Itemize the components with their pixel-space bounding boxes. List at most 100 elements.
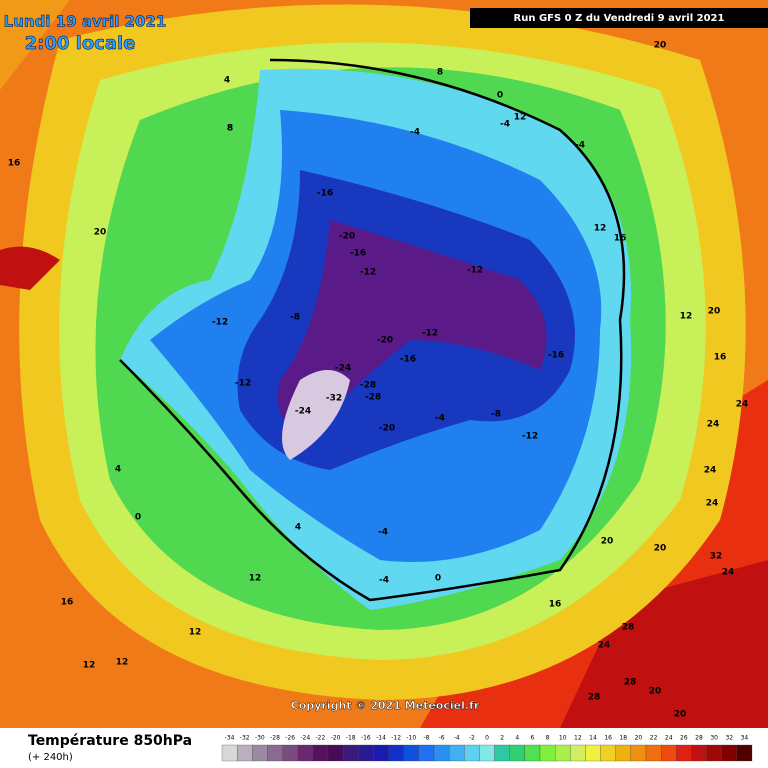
contour-label: -4 [435,414,445,424]
local-time: 2:00 locale [25,33,136,54]
contour-label: 20 [674,710,687,720]
scale-label: -32 [240,735,250,742]
contour-label: 28 [622,623,635,633]
contour-label: 28 [588,693,601,703]
hot-area [560,560,768,728]
scale-label: -16 [361,735,371,742]
contour-label: 4 [224,76,230,86]
zero-isotherm [119,58,626,602]
contour-label: 8 [227,124,233,134]
color-scale: -34 -32 -30 -28 -26 -24 -22 -20 -18 -16 -14 -12 -10-… [221,735,753,762]
scale-swatch [358,744,374,762]
scale-swatch [433,744,450,762]
scale-label: 6 [531,735,535,742]
scale-label: -26 [285,735,295,742]
contour-label: -16 [400,355,416,365]
contour-label: -20 [377,336,393,346]
scale-swatch [479,744,495,762]
scale-swatch [342,744,359,762]
contour-label: 20 [94,228,107,238]
scale-swatch [494,744,510,762]
scale-swatch [373,744,389,762]
contour-label: 16 [714,353,727,363]
scale-swatch [585,744,601,762]
contour-label: 24 [706,499,719,509]
scale-swatch [448,744,465,762]
scale-label: 32 [725,735,733,742]
contour-label: -20 [339,232,355,242]
scale-label: -6 [439,735,445,742]
run-info: Run GFS 0 Z du Vendredi 9 avril 2021 [514,13,725,24]
scale-label: 28 [695,735,703,742]
contour-label: 24 [736,400,749,410]
warm-patch [0,246,60,290]
scale-swatch [509,744,526,762]
contour-labels: 16 20 20 12 4 8 8 0 -4 -4 -4 12 16 -16 -20 -16 -12 -12 -8 -… [8,41,749,720]
contour-label: 16 [61,598,74,608]
contour-label: 28 [624,678,637,688]
contour-label: 24 [722,568,735,578]
scale-label: 30 [710,735,718,742]
contour-label: -12 [422,329,438,339]
scale-label: 22 [650,735,658,742]
contour-label: -4 [378,528,388,538]
scale-label: -28 [270,735,280,742]
contour-label: -4 [379,576,389,586]
contour-label: -8 [290,313,300,323]
scale-swatch [418,744,435,762]
field-corner [0,0,70,90]
scale-label: 14 [589,735,597,742]
scale-label: 18 [619,735,627,742]
contour-label: 16 [549,600,562,610]
coldest-field [282,370,350,460]
contour-label: -8 [491,410,501,420]
scale-label: 16 [604,735,612,742]
contour-label: -12 [360,268,376,278]
contour-label: 20 [601,537,614,547]
contour-label: 24 [704,466,717,476]
scale-swatch [464,744,480,762]
contour-label: 12 [594,224,607,234]
scale-label: -14 [376,735,386,742]
contour-label: 24 [707,420,720,430]
contour-label: -12 [235,379,251,389]
contour-label: -16 [317,189,333,199]
contour-label: 16 [8,159,21,169]
contour-label: 12 [83,661,96,671]
scale-swatch [600,744,616,762]
contour-label: 0 [135,513,141,523]
scale-swatch [388,744,404,762]
scale-label: -30 [255,735,265,742]
lead-time: (+ 240h) [28,752,73,763]
scale-swatch [615,744,632,762]
scale-swatch [524,744,541,762]
contour-label: -12 [212,318,228,328]
scale-swatch [236,744,253,762]
valid-date: Lundi 19 avril 2021 [4,13,167,31]
contour-label: 20 [649,687,662,697]
scale-label: 2 [500,735,504,742]
scale-swatch [312,744,329,762]
field-title: Température 850hPa [28,733,192,749]
scale-label: 8 [546,735,550,742]
scale-swatch [267,744,283,762]
scale-label: 34 [741,735,749,742]
scale-swatch [706,744,722,762]
scale-label: 10 [559,735,567,742]
contour-label: -24 [335,364,351,374]
scale-swatch [539,744,556,762]
contour-label: -24 [295,407,311,417]
contour-label: 20 [654,41,667,51]
copyright: Copyright © 2021 Meteociel.fr [291,699,480,712]
scale-swatch [554,744,571,762]
contour-label: -12 [522,432,538,442]
scale-swatch [630,744,647,762]
scale-swatch [221,744,238,762]
scale-label: 4 [515,735,519,742]
contour-label: 12 [189,628,202,638]
contour-label: -20 [379,424,395,434]
contour-label: -32 [326,394,342,404]
contour-label: 24 [598,641,611,651]
scale-swatch [676,744,692,762]
